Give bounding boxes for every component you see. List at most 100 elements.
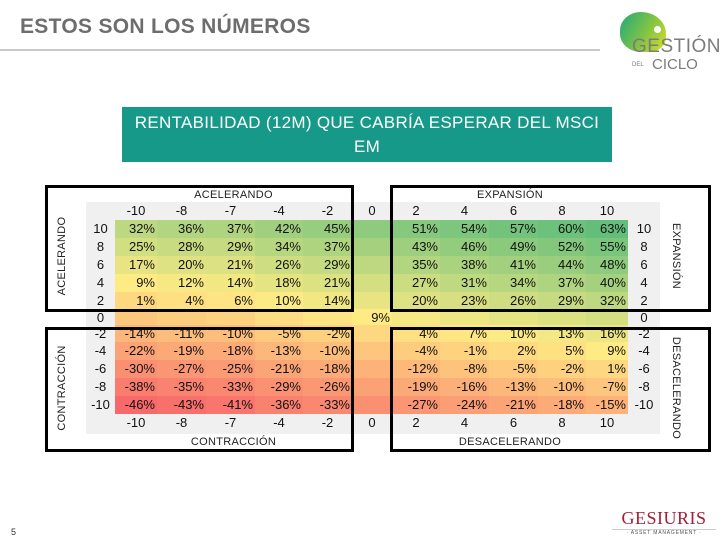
heatmap-cell: -10% xyxy=(538,378,586,396)
column-label-top: -2 xyxy=(321,203,334,218)
heatmap-cell: 2% xyxy=(489,342,538,360)
column-label-top: 6 xyxy=(509,203,518,218)
row-label-right: 6 xyxy=(640,257,648,272)
heatmap-cell: 32% xyxy=(586,292,628,309)
heatmap-cell: 34% xyxy=(489,274,538,292)
heatmap-cell: -13% xyxy=(489,378,538,396)
column-label-bottom: 0 xyxy=(368,415,376,430)
heatmap-cell: 21% xyxy=(206,256,255,274)
heatmap-cell: -21% xyxy=(489,396,538,414)
heatmap-cell: -18% xyxy=(303,360,352,378)
row-label-left: -10 xyxy=(91,397,110,412)
chameleon-icon xyxy=(620,12,666,52)
heatmap-cell: 45% xyxy=(303,220,352,238)
row-label-right: -2 xyxy=(638,326,650,341)
heatmap-cell: 27% xyxy=(392,274,440,292)
heatmap-cell: 5% xyxy=(538,342,586,360)
heatmap-cell: 6% xyxy=(206,292,255,309)
row-label-left: -6 xyxy=(94,361,107,376)
row-label-right: 8 xyxy=(640,239,648,254)
heatmap-cell: 54% xyxy=(440,220,489,238)
heatmap-cell: 38% xyxy=(440,256,489,274)
heatmap-cell: -43% xyxy=(157,396,206,414)
heatmap-cell: -4% xyxy=(392,342,440,360)
heatmap-cell-empty xyxy=(352,325,392,342)
heatmap-cell: 1% xyxy=(115,292,157,309)
column-label-bottom: -2 xyxy=(321,415,334,430)
heatmap-cell-empty xyxy=(352,292,392,309)
heatmap-cell: 37% xyxy=(206,220,255,238)
heatmap-cell: 26% xyxy=(255,256,303,274)
heatmap-cell-empty xyxy=(440,309,489,325)
heatmap-cell: 37% xyxy=(303,238,352,256)
column-label-bottom: 6 xyxy=(509,415,518,430)
heatmap-cell: -19% xyxy=(392,378,440,396)
heatmap-cell: 20% xyxy=(392,292,440,309)
heatmap-cell: 36% xyxy=(157,220,206,238)
row-label-left: 10 xyxy=(93,221,108,236)
heatmap-cell: -5% xyxy=(489,360,538,378)
heatmap-cell: 37% xyxy=(538,274,586,292)
row-label-right: -10 xyxy=(634,397,654,412)
heatmap-cell: -16% xyxy=(440,378,489,396)
heatmap-cell: 32% xyxy=(115,220,157,238)
column-label-bottom: 8 xyxy=(558,415,566,430)
heatmap-cell: 26% xyxy=(489,292,538,309)
heatmap-cell: 28% xyxy=(157,238,206,256)
heatmap-cell: 25% xyxy=(115,238,157,256)
row-label-right: 0 xyxy=(640,310,648,325)
heatmap-cell: 9% xyxy=(352,309,392,325)
heatmap-cell: 43% xyxy=(392,238,440,256)
heatmap-cell: 31% xyxy=(440,274,489,292)
row-label-left: 6 xyxy=(96,257,105,272)
heatmap-cell-empty xyxy=(538,309,586,325)
heatmap-cell: 51% xyxy=(392,220,440,238)
heatmap-cell: -26% xyxy=(303,378,352,396)
heatmap-cell: 49% xyxy=(489,238,538,256)
heatmap-cell: -27% xyxy=(392,396,440,414)
heatmap-cell: 14% xyxy=(206,274,255,292)
logo-text-ciclo: CICLO xyxy=(652,56,698,73)
section-label-contraccion: CONTRACCIÓN xyxy=(190,436,277,448)
section-label-acelerando: ACELERANDO xyxy=(194,189,273,201)
row-label-left: 8 xyxy=(96,239,105,254)
gesiuris-subtitle: · ASSET MANAGEMENT · xyxy=(612,529,716,536)
heatmap-cell: 46% xyxy=(440,238,489,256)
row-label-right: -6 xyxy=(638,361,650,376)
page-number: 5 xyxy=(11,527,17,537)
heatmap-cell-empty xyxy=(206,309,255,325)
heatmap-cell-empty xyxy=(157,309,206,325)
heatmap-cell-empty xyxy=(352,274,392,292)
heatmap-cell: -2% xyxy=(538,360,586,378)
row-label-left: 2 xyxy=(96,293,105,308)
heatmap-cell: 63% xyxy=(586,220,628,238)
logo-text-del: DEL xyxy=(632,62,644,68)
heatmap-cell: -24% xyxy=(440,396,489,414)
heatmap-cell: 60% xyxy=(538,220,586,238)
heatmap-cell: -13% xyxy=(255,342,303,360)
heatmap-cell: -46% xyxy=(115,396,157,414)
heatmap-cell: -15% xyxy=(586,396,628,414)
heatmap-cell: -12% xyxy=(392,360,440,378)
heatmap-cell: 14% xyxy=(303,292,352,309)
heatmap-cell: -25% xyxy=(206,360,255,378)
row-label-left: 0 xyxy=(96,310,105,325)
heatmap-cell: -8% xyxy=(440,360,489,378)
column-label-top: -7 xyxy=(224,203,237,218)
section-label-desacelerando: DESACELERANDO xyxy=(458,436,562,448)
heatmap-cell-empty xyxy=(352,360,392,378)
quadrant-box-acelerando xyxy=(45,185,354,312)
heatmap-cell: -35% xyxy=(157,378,206,396)
heatmap-cell: -21% xyxy=(255,360,303,378)
heatmap-cell: -7% xyxy=(586,378,628,396)
heatmap-cell: -18% xyxy=(206,342,255,360)
heatmap-cell: 21% xyxy=(303,274,352,292)
heatmap-cell: 48% xyxy=(586,256,628,274)
heatmap-cell: -38% xyxy=(115,378,157,396)
heatmap-cell: 17% xyxy=(115,256,157,274)
quadrant-box-contraccion xyxy=(45,327,354,452)
heatmap-cell: -36% xyxy=(255,396,303,414)
heatmap-cell-empty xyxy=(352,238,392,256)
heatmap-cell-empty xyxy=(352,378,392,396)
column-label-bottom: 2 xyxy=(412,415,420,430)
